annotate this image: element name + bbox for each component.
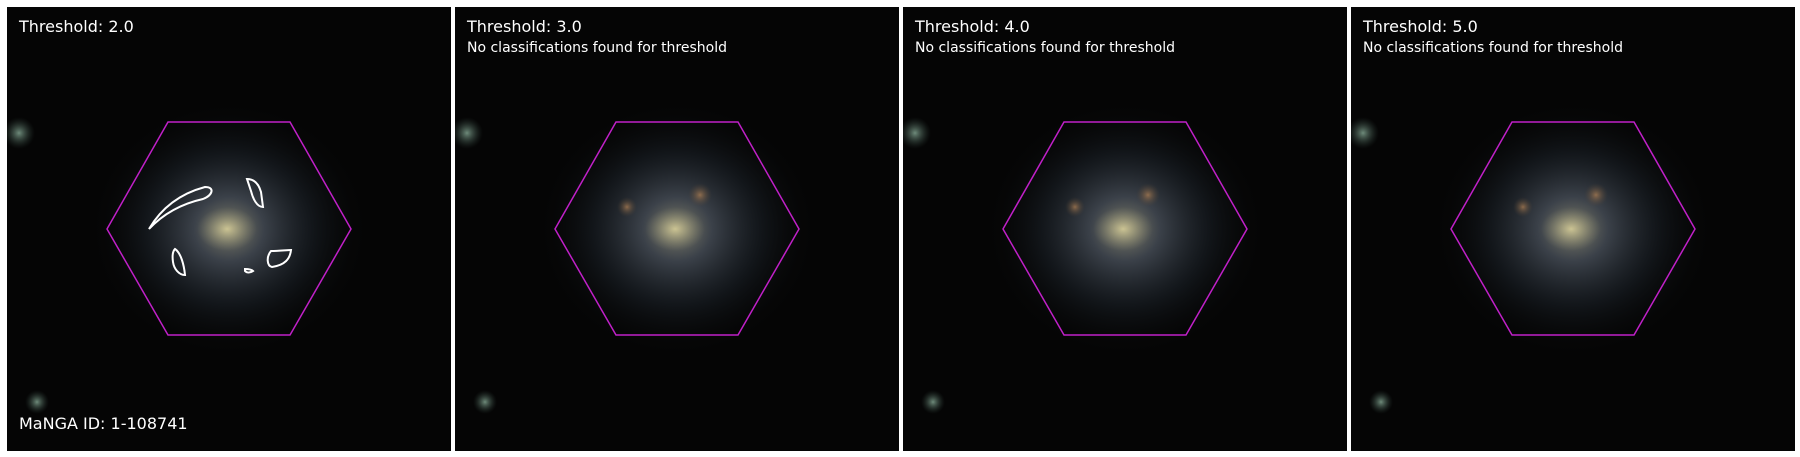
galaxy-image [7,7,451,451]
star-forming-knot [1065,197,1085,217]
star-forming-knot [1584,183,1608,207]
foreground-star [921,390,945,414]
star-forming-knot [1136,183,1160,207]
threshold-label: Threshold: 4.0 [915,17,1030,36]
contour-region [171,247,187,277]
ifu-hexagon [1450,121,1696,336]
galaxy-core [197,207,257,251]
foreground-star [903,117,931,149]
galaxy-panel-threshold-3: Threshold: 3.0 No classifications found … [455,7,899,451]
galaxy-image [1351,7,1795,451]
threshold-label: Threshold: 5.0 [1363,17,1478,36]
star-forming-knot [1513,197,1533,217]
manga-id-label: MaNGA ID: 1-108741 [19,414,188,433]
foreground-star [7,117,35,149]
star-forming-knot [617,197,637,217]
galaxy-core [645,207,705,251]
no-classification-note: No classifications found for threshold [1363,40,1623,56]
contour-region [244,267,255,274]
threshold-label: Threshold: 2.0 [19,17,134,36]
classification-contours [148,177,293,277]
threshold-label: Threshold: 3.0 [467,17,582,36]
contour-region [148,185,213,230]
galaxy-image [455,7,899,451]
ifu-hexagon [554,121,800,336]
foreground-star [1351,117,1379,149]
contour-region [245,177,265,209]
star-forming-knot [688,183,712,207]
galaxy-panel-threshold-4: Threshold: 4.0 No classifications found … [903,7,1347,451]
no-classification-note: No classifications found for threshold [467,40,727,56]
galaxy-panel-threshold-2: Threshold: 2.0 MaNGA ID: 1-108741 [7,7,451,451]
no-classification-note: No classifications found for threshold [915,40,1175,56]
galaxy-panel-threshold-5: Threshold: 5.0 No classifications found … [1351,7,1795,451]
galaxy-image [903,7,1347,451]
ifu-hexagon [106,121,352,336]
foreground-star [25,390,49,414]
galaxy-core [1093,207,1153,251]
galaxy-core [1541,207,1601,251]
foreground-star [455,117,483,149]
foreground-star [1369,390,1393,414]
contour-region [266,248,293,269]
ifu-hexagon [1002,121,1248,336]
foreground-star [473,390,497,414]
